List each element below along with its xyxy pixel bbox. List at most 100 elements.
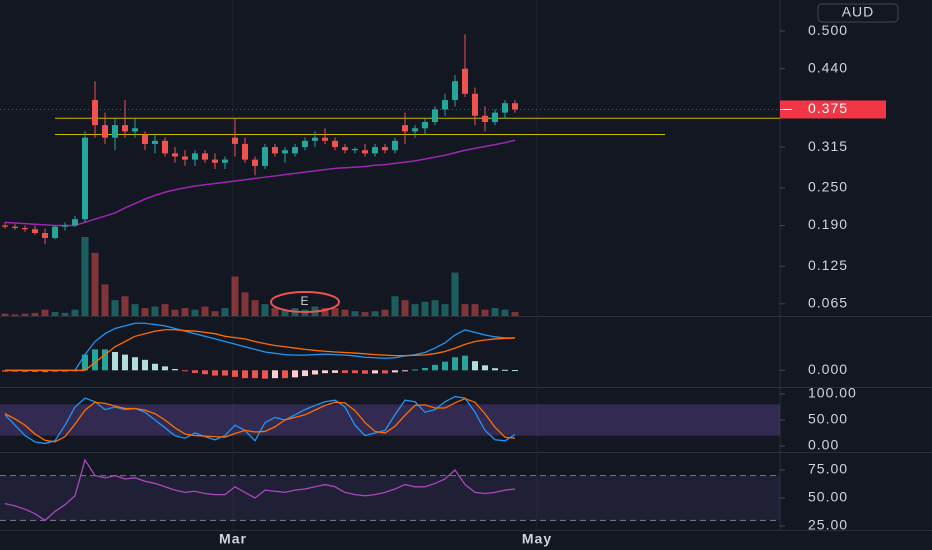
candle-body bbox=[502, 103, 508, 113]
histogram-bar bbox=[202, 370, 208, 375]
histogram-bar bbox=[242, 370, 248, 379]
y-tick-label: 0.500 bbox=[808, 22, 848, 38]
indicator-line bbox=[5, 329, 516, 371]
candle-body bbox=[22, 227, 28, 230]
last-price-badge bbox=[780, 100, 886, 119]
candle-body bbox=[262, 147, 268, 166]
histogram-bar bbox=[112, 352, 118, 371]
histogram-bar bbox=[262, 370, 268, 379]
histogram-bar bbox=[162, 366, 168, 371]
volume-bar bbox=[411, 304, 419, 316]
candle-body bbox=[62, 225, 68, 227]
candle-body bbox=[172, 153, 178, 157]
candle-body bbox=[272, 147, 278, 154]
volume-bar bbox=[11, 314, 19, 316]
candle-body bbox=[482, 115, 488, 123]
candle-body bbox=[82, 137, 88, 220]
histogram-bar bbox=[32, 370, 38, 372]
volume-bar bbox=[241, 292, 249, 316]
histogram-bar bbox=[382, 370, 388, 374]
volume-bar bbox=[101, 284, 109, 316]
histogram-bar bbox=[502, 369, 508, 371]
candle-body bbox=[282, 150, 288, 154]
histogram-bar bbox=[182, 370, 188, 372]
volume-bar bbox=[71, 309, 79, 316]
currency[interactable]: AUD bbox=[842, 4, 875, 20]
histogram-bar bbox=[272, 370, 278, 379]
histogram-bar bbox=[102, 349, 108, 371]
histogram-bar bbox=[222, 370, 228, 376]
x-tick-label: May bbox=[522, 531, 552, 547]
candle-body bbox=[372, 147, 378, 154]
volume-bar bbox=[351, 311, 359, 316]
x-tick-label: Mar bbox=[219, 531, 247, 547]
volume-bar bbox=[361, 312, 369, 316]
volume-bar bbox=[331, 308, 339, 316]
histogram-bar bbox=[252, 370, 258, 379]
y-tick-label: 0.440 bbox=[808, 59, 848, 75]
y-tick-label: 100.00 bbox=[808, 385, 857, 401]
histogram-bar bbox=[362, 370, 368, 374]
histogram-bar bbox=[212, 370, 218, 376]
candle-body bbox=[2, 225, 8, 227]
y-tick-label: 0.00 bbox=[808, 437, 839, 453]
histogram-bar bbox=[342, 370, 348, 373]
candle-body bbox=[182, 156, 188, 160]
event-marker[interactable] bbox=[270, 291, 340, 313]
volume-bar bbox=[61, 312, 69, 316]
volume-bar bbox=[511, 312, 519, 316]
volume-bar bbox=[1, 313, 9, 316]
volume-bar bbox=[141, 308, 149, 316]
histogram-bar bbox=[282, 370, 288, 379]
volume-bar bbox=[321, 308, 329, 316]
volume-bar bbox=[251, 300, 259, 316]
volume-bar bbox=[341, 309, 349, 316]
candle-body bbox=[122, 125, 128, 132]
candle-body bbox=[72, 219, 78, 226]
candle-body bbox=[392, 140, 398, 151]
candle-body bbox=[342, 147, 348, 151]
histogram-bar bbox=[412, 369, 418, 371]
volume-bar bbox=[421, 301, 429, 316]
histogram-bar bbox=[422, 367, 428, 371]
histogram-bar bbox=[482, 365, 488, 371]
histogram-bar bbox=[152, 363, 158, 371]
volume-bar bbox=[441, 304, 449, 316]
volume-bar bbox=[131, 304, 139, 316]
y-tick-label: 0.315 bbox=[808, 138, 848, 154]
histogram-bar bbox=[172, 369, 178, 371]
histogram-bar bbox=[442, 361, 448, 371]
volume-bar bbox=[451, 272, 459, 316]
volume-bar bbox=[21, 313, 29, 316]
indicator-line bbox=[4, 397, 516, 443]
candle-body bbox=[442, 100, 448, 110]
histogram-bar bbox=[512, 370, 518, 372]
candle-body bbox=[362, 150, 368, 154]
volume-bar bbox=[221, 308, 229, 316]
histogram-bar bbox=[452, 357, 458, 371]
candle-body bbox=[242, 143, 248, 160]
candle-body bbox=[202, 153, 208, 160]
y-tick-label: 50.00 bbox=[808, 411, 848, 427]
volume-bar bbox=[211, 311, 219, 316]
candle-body bbox=[132, 128, 138, 132]
histogram-bar bbox=[462, 355, 468, 371]
candle-body bbox=[452, 81, 458, 101]
volume-bar bbox=[51, 312, 59, 316]
y-tick-label: 75.00 bbox=[808, 461, 848, 477]
candle-body bbox=[352, 148, 358, 151]
histogram-bar bbox=[322, 370, 328, 374]
candle-body bbox=[102, 125, 108, 138]
volume-bar bbox=[201, 306, 209, 316]
histogram-bar bbox=[332, 370, 338, 373]
currency-box[interactable] bbox=[817, 3, 899, 23]
volume-bar bbox=[161, 304, 169, 316]
volume-bar bbox=[191, 309, 199, 316]
histogram-bar bbox=[192, 370, 198, 373]
candle-body bbox=[222, 159, 228, 163]
volume-bar bbox=[91, 252, 99, 316]
candle-body bbox=[42, 232, 48, 239]
indicator-line bbox=[5, 322, 515, 371]
y-tick-label: 0.065 bbox=[808, 295, 848, 311]
